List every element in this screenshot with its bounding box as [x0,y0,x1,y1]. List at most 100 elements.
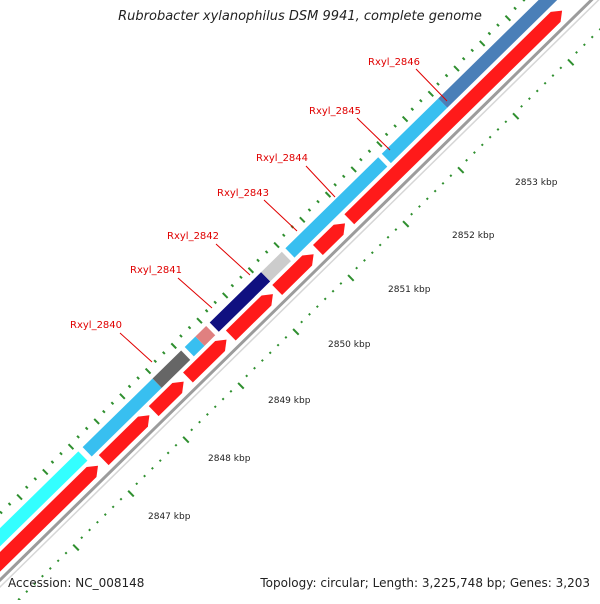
map-title: Rubrobacter xylanophilus DSM 9941, compl… [118,9,482,24]
kbp-tick [567,58,575,66]
lower-tick [378,243,382,247]
upper-tick [127,384,132,389]
upper-tick [110,401,115,406]
lower-tick [425,197,429,201]
cds-arrow-5 [225,294,273,341]
upper-tick [281,233,286,237]
gene-box-1 [0,451,88,547]
lower-tick [33,582,37,586]
gene-box-5 [195,326,216,346]
lower-tick [221,397,225,401]
kbp-tick [512,112,520,120]
lower-tick [308,312,311,316]
lower-tick [80,536,84,540]
kbp-tick [72,543,80,552]
lower-tick [410,212,414,216]
kbp-tick [292,328,300,336]
upper-tick [522,0,526,2]
lower-tick [575,51,578,54]
gene-leader-line [215,243,251,276]
gene-leader-line [263,199,298,232]
lower-tick [151,466,154,470]
upper-tick [67,443,75,450]
cds-arrow-3 [148,381,184,417]
upper-tick [487,31,492,36]
upper-tick [179,334,183,338]
gene-leader-line [119,332,153,363]
lower-tick [339,282,343,285]
gene-label: Rxyl_2842 [167,231,219,242]
gene-box-6 [209,272,271,332]
upper-tick [419,99,423,103]
lower-tick [96,520,99,524]
upper-tick [102,409,106,414]
upper-tick [247,267,255,274]
upper-tick [341,174,346,179]
upper-tick [50,460,55,464]
lower-tick [386,235,390,239]
upper-tick [299,216,306,224]
lower-tick [229,389,233,393]
upper-tick [230,283,235,288]
lower-tick [496,128,500,131]
lower-tick [174,443,178,447]
upper-tick [7,502,12,506]
kbp-label: 2850 kbp [328,340,371,350]
upper-tick [461,57,466,61]
lower-tick [190,428,194,432]
lower-tick [433,189,437,193]
gene-box-8 [285,157,388,258]
gene-leader-line [356,117,391,151]
upper-tick [273,241,280,249]
cds-arrow-8 [344,10,563,225]
lower-tick [158,459,162,463]
upper-tick [144,367,152,375]
lower-tick [205,413,209,416]
upper-tick [496,23,500,27]
kbp-label: 2848 kbp [208,454,251,464]
upper-tick [376,141,383,148]
upper-tick [324,191,332,198]
upper-tick [479,40,486,47]
upper-tick [307,208,312,212]
gene-label: Rxyl_2843 [217,188,269,199]
lower-tick [449,174,453,178]
lower-tick [245,374,249,378]
lower-tick [88,528,92,532]
gene-leader-line [177,277,213,309]
lower-tick [551,74,555,77]
gene-label: Rxyl_2841 [130,265,182,276]
topology-text: Topology: circular; Length: 3,225,748 bp… [260,576,590,590]
lower-tick [465,158,468,162]
upper-tick [33,477,38,481]
lower-tick [198,420,201,424]
kbp-label: 2853 kbp [515,178,558,188]
upper-tick [93,418,100,425]
gene-label: Rxyl_2844 [256,153,308,164]
lower-tick [41,574,44,578]
upper-tick [239,275,243,279]
lower-tick [394,228,398,232]
upper-tick [264,250,269,254]
lower-tick [315,305,319,309]
lower-tick [166,451,170,455]
upper-tick [316,199,320,204]
kbp-tick [457,166,465,174]
upper-tick [367,149,372,153]
upper-tick [204,309,209,313]
upper-tick [470,48,475,53]
upper-tick [119,393,126,400]
gene-label: Rxyl_2840 [70,320,122,331]
upper-tick [222,292,229,299]
kbp-tick [402,220,410,228]
upper-tick [42,468,49,476]
lower-tick [25,590,29,593]
lower-tick [260,359,264,362]
upper-tick [153,359,157,364]
lower-tick [56,559,60,563]
gene-box-2 [82,378,162,457]
upper-tick [136,376,140,380]
